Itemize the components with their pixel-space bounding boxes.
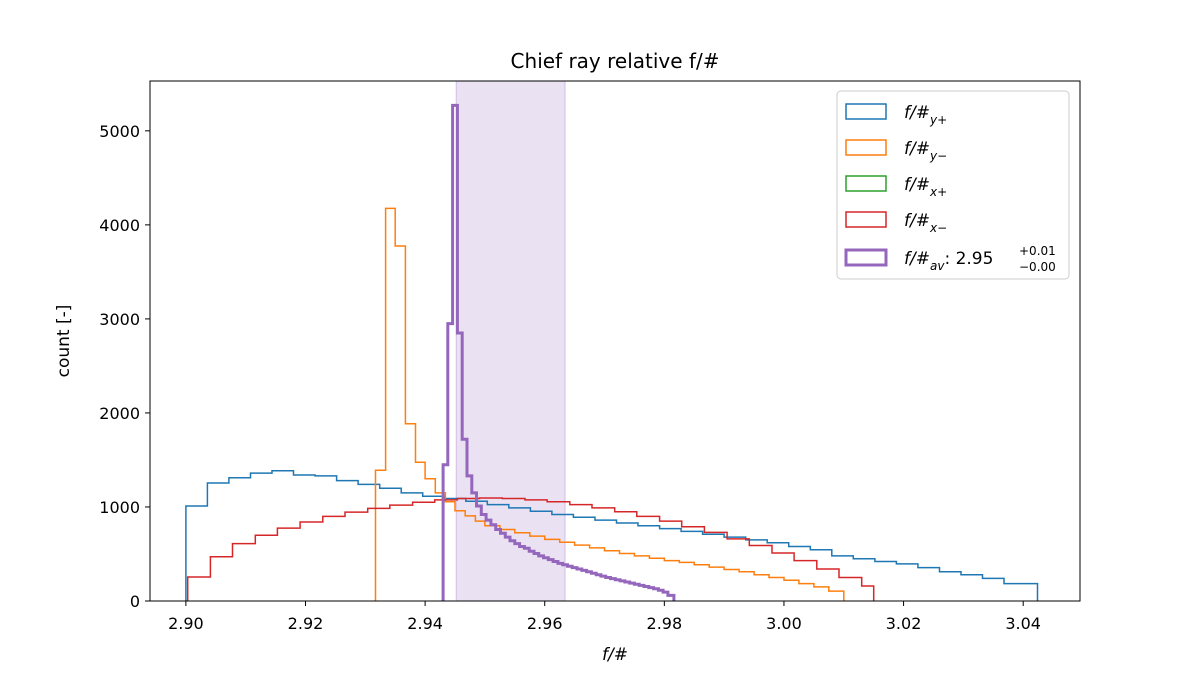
x-tick-label: 2.98: [647, 614, 683, 633]
legend-swatch: [844, 248, 888, 267]
shaded-band-layer: [455, 80, 566, 602]
legend-swatch: [845, 175, 887, 192]
y-tick-label: 0: [130, 592, 140, 611]
plot-frame: [149, 80, 1081, 602]
x-tick-label: 2.92: [288, 614, 324, 633]
legend-swatch: [845, 211, 887, 228]
series-layer: [185, 103, 1039, 601]
legend-label: f/#y+: [904, 103, 947, 127]
legend-label: f/#x−: [904, 211, 947, 235]
y-axis-label: count [-]: [54, 305, 74, 378]
x-tick-label: 3.02: [886, 614, 922, 633]
series-av-histogram: [441, 103, 676, 601]
av-range-band: [455, 80, 566, 602]
y-tick-label: 2000: [99, 404, 140, 423]
legend-swatch: [845, 139, 887, 156]
y-tick-label: 4000: [99, 216, 140, 235]
legend-swatch: [845, 103, 887, 120]
series-xminus-histogram: [186, 497, 875, 601]
legend-label-superscript: +0.01: [1019, 244, 1056, 258]
chart-title: Chief ray relative f/#: [511, 49, 720, 73]
legend: f/#y+ f/#y− f/#x+ f/#x− f/#av: 2.95 +0.01 −0.0…: [836, 90, 1070, 280]
legend-label: f/#av: 2.95: [904, 249, 993, 273]
y-tick-label: 3000: [99, 310, 140, 329]
legend-box: [836, 90, 1070, 280]
y-axis: 0 1000 2000 3000 4000 5000: [99, 122, 150, 611]
y-tick-label: 5000: [99, 122, 140, 141]
legend-label: f/#y−: [904, 139, 947, 163]
chart-title-text: Chief ray relative f/#: [511, 49, 720, 73]
y-tick-label: 1000: [99, 498, 140, 517]
legend-label-subscript: −0.00: [1019, 260, 1056, 274]
x-axis-label: f/#: [602, 645, 628, 665]
x-tick-label: 2.94: [407, 614, 443, 633]
legend-label: f/#x+: [904, 175, 947, 199]
x-tick-label: 3.04: [1005, 614, 1041, 633]
x-tick-label: 3.00: [766, 614, 802, 633]
x-axis: 2.90 2.92 2.94 2.96 2.98 3.00 3.02 3.04: [168, 601, 1041, 633]
series-yminus-histogram: [374, 207, 845, 601]
x-tick-label: 2.90: [168, 614, 204, 633]
x-tick-label: 2.96: [527, 614, 563, 633]
series-yplus-histogram: [185, 470, 1039, 601]
